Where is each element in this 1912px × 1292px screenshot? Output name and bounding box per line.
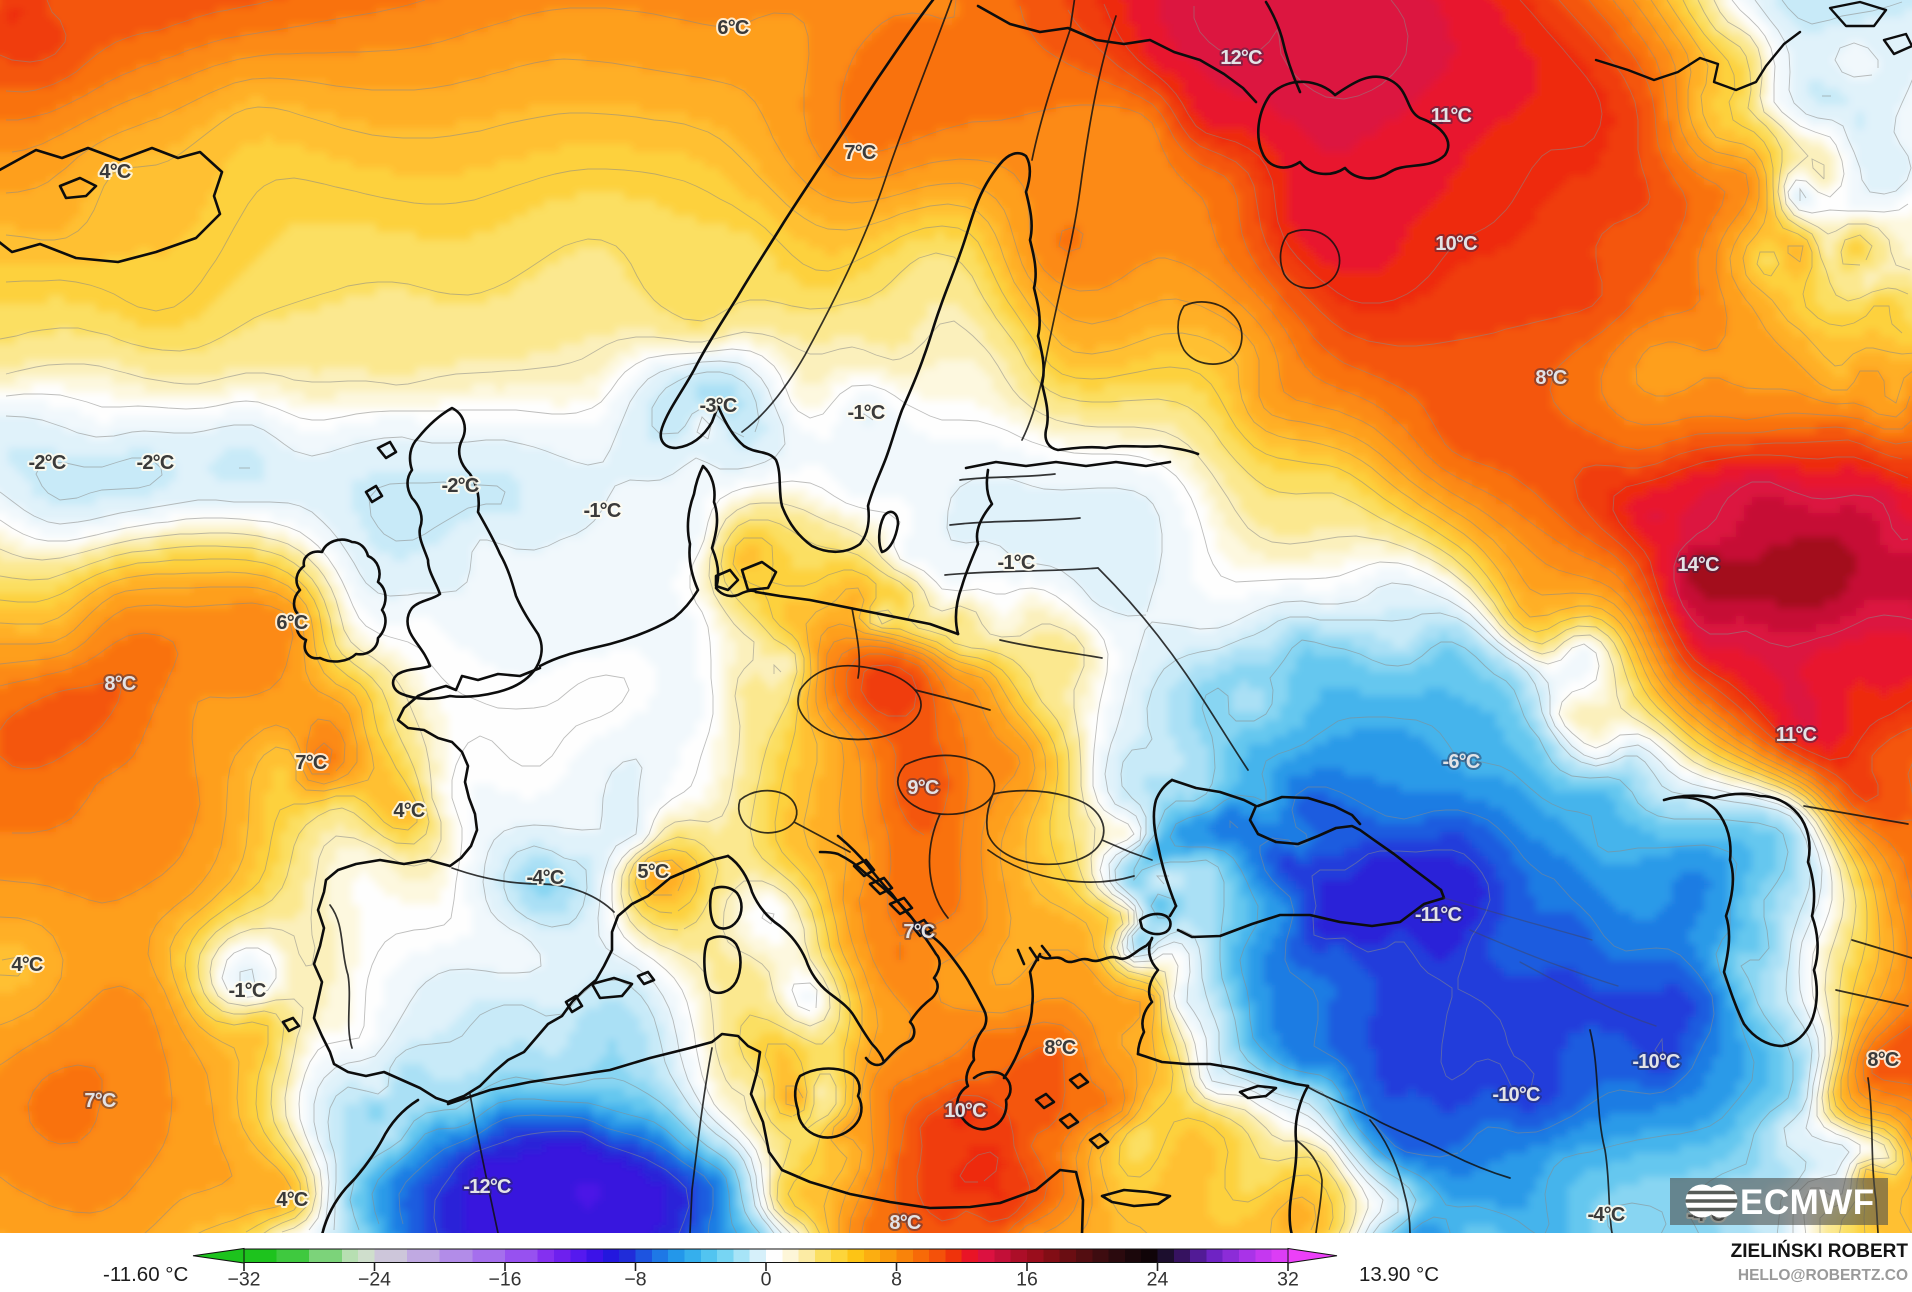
svg-text:-4°C: -4°C xyxy=(1587,1204,1624,1226)
svg-text:-11°C: -11°C xyxy=(1415,904,1462,926)
svg-text:16: 16 xyxy=(1016,1269,1038,1288)
svg-text:−8: −8 xyxy=(624,1269,646,1288)
svg-text:14°C: 14°C xyxy=(1677,554,1719,576)
svg-text:-2°C: -2°C xyxy=(441,475,478,497)
svg-text:12°C: 12°C xyxy=(1220,47,1262,69)
svg-text:8°C: 8°C xyxy=(1535,367,1567,389)
svg-text:7°C: 7°C xyxy=(844,142,876,164)
svg-text:−16: −16 xyxy=(488,1269,521,1288)
svg-text:4°C: 4°C xyxy=(393,800,425,822)
svg-text:11°C: 11°C xyxy=(1431,105,1472,127)
svg-text:4°C: 4°C xyxy=(276,1189,308,1211)
svg-text:5°C: 5°C xyxy=(637,861,669,883)
svg-text:11°C: 11°C xyxy=(1776,724,1817,746)
svg-text:6°C: 6°C xyxy=(276,612,308,634)
svg-text:4°C: 4°C xyxy=(11,954,43,976)
svg-text:8°C: 8°C xyxy=(889,1212,921,1234)
svg-text:ECMWF: ECMWF xyxy=(1740,1183,1875,1222)
svg-text:-4°C: -4°C xyxy=(526,867,563,889)
svg-text:-1°C: -1°C xyxy=(997,552,1034,574)
svg-text:-6°C: -6°C xyxy=(1442,751,1479,773)
svg-text:13.90 °C: 13.90 °C xyxy=(1359,1263,1439,1286)
svg-text:-10°C: -10°C xyxy=(1632,1051,1680,1073)
svg-text:-1°C: -1°C xyxy=(583,500,620,522)
svg-text:-12°C: -12°C xyxy=(463,1176,511,1198)
svg-text:7°C: 7°C xyxy=(295,752,327,774)
svg-text:-3°C: -3°C xyxy=(699,395,736,417)
svg-text:-11.60 °C: -11.60 °C xyxy=(103,1263,188,1286)
svg-text:-1°C: -1°C xyxy=(228,980,265,1002)
svg-text:-1°C: -1°C xyxy=(847,402,884,424)
svg-text:10°C: 10°C xyxy=(944,1100,986,1122)
svg-text:HELLO@ROBERTZ.CO: HELLO@ROBERTZ.CO xyxy=(1738,1267,1908,1284)
svg-text:-2°C: -2°C xyxy=(28,452,65,474)
svg-text:7°C: 7°C xyxy=(903,921,935,943)
svg-text:-10°C: -10°C xyxy=(1492,1084,1540,1106)
svg-text:8°C: 8°C xyxy=(1867,1049,1899,1071)
svg-text:7°C: 7°C xyxy=(84,1090,116,1112)
svg-text:24: 24 xyxy=(1147,1269,1169,1288)
svg-text:-2°C: -2°C xyxy=(136,452,173,474)
svg-text:10°C: 10°C xyxy=(1435,233,1477,255)
svg-text:9°C: 9°C xyxy=(907,777,939,799)
svg-text:−24: −24 xyxy=(358,1269,391,1288)
svg-text:4°C: 4°C xyxy=(99,161,131,183)
svg-text:6°C: 6°C xyxy=(717,17,749,39)
svg-text:8°C: 8°C xyxy=(104,673,136,695)
svg-text:−32: −32 xyxy=(227,1269,260,1288)
svg-text:ZIELIŃSKI ROBERT: ZIELIŃSKI ROBERT xyxy=(1731,1240,1909,1262)
svg-text:8°C: 8°C xyxy=(1044,1037,1076,1059)
svg-text:0: 0 xyxy=(761,1269,772,1288)
svg-text:32: 32 xyxy=(1277,1269,1299,1288)
svg-text:8: 8 xyxy=(891,1269,902,1288)
